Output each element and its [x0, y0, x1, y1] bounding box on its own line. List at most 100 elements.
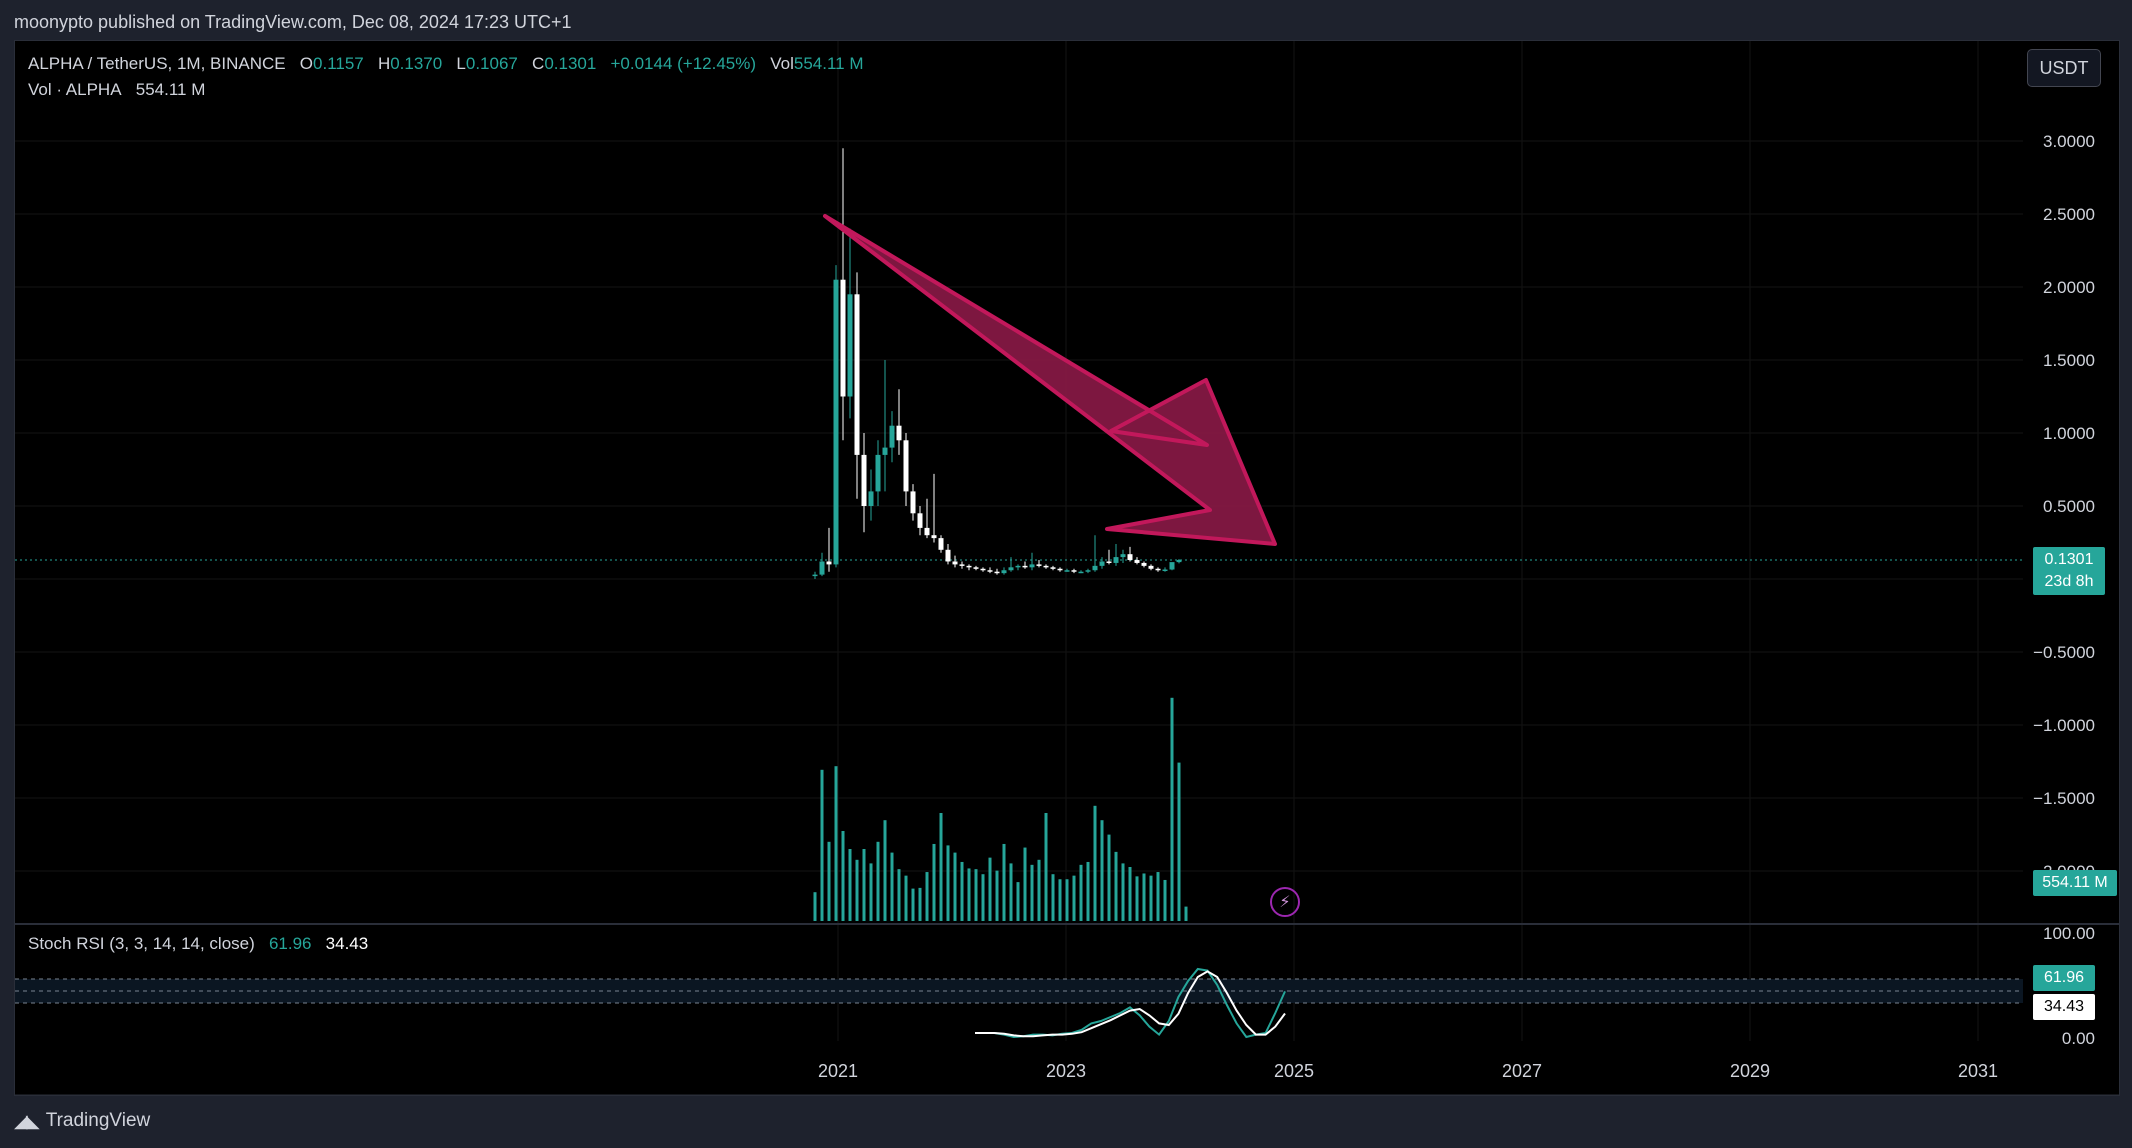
stoch-name: Stoch RSI (3, 3, 14, 14, close) — [28, 934, 255, 953]
open-value: 0.1157 — [313, 54, 364, 73]
volume-bar — [1044, 813, 1048, 921]
volume-bar — [1142, 873, 1146, 921]
candle-body — [1064, 570, 1070, 572]
candle-body — [882, 447, 888, 455]
volume-bar — [1100, 820, 1104, 921]
candle-body — [1120, 554, 1126, 558]
publisher-line: moonypto published on TradingView.com, D… — [14, 12, 572, 32]
volume-bar — [939, 813, 943, 921]
volume-bar — [1128, 867, 1132, 921]
candle-body — [987, 570, 993, 572]
volume-bar — [841, 831, 845, 921]
last-price-tag: 0.1301 23d 8h — [2033, 547, 2105, 595]
volume-bar — [1177, 762, 1181, 921]
candle-body — [819, 561, 825, 575]
candle-body — [1057, 568, 1063, 571]
volume-bar — [1030, 864, 1034, 921]
volume-bar — [946, 845, 950, 921]
candle-body — [868, 491, 874, 506]
candle-body — [889, 425, 895, 448]
volume-bar — [834, 766, 838, 921]
candle-body — [1015, 565, 1021, 568]
volume-bar — [1009, 863, 1013, 921]
volume-bar — [1016, 882, 1020, 921]
candle-body — [924, 527, 930, 536]
price-tick-label: 3.0000 — [2043, 132, 2095, 151]
volume-bar — [1149, 875, 1153, 921]
candle-body — [1148, 565, 1154, 569]
footer-brand[interactable]: ◢◣ TradingView — [14, 1110, 150, 1132]
stoch-k-tag: 61.96 — [2033, 965, 2095, 991]
candle-body — [994, 571, 1000, 574]
volume-bar — [855, 859, 859, 921]
price-tick-label: 1.0000 — [2043, 424, 2095, 443]
volume-bar — [890, 852, 894, 921]
candle-body — [903, 440, 909, 492]
volume-bar — [813, 892, 817, 921]
candle-body — [1169, 562, 1175, 570]
candle-body — [854, 294, 860, 455]
lightning-icon[interactable]: ⚡ — [1270, 887, 1300, 917]
volume-bar — [1121, 863, 1125, 921]
candle-body — [1162, 569, 1168, 572]
candle-body — [966, 565, 972, 568]
time-tick-label: 2021 — [818, 1061, 858, 1081]
volume-bar — [848, 849, 852, 921]
volume-bar — [918, 887, 922, 921]
volume-bar — [981, 874, 985, 921]
time-tick-label: 2031 — [1958, 1061, 1998, 1081]
volume-bar — [876, 841, 880, 921]
volume-bar — [883, 820, 887, 921]
volume-bar — [1156, 872, 1160, 921]
candle-body — [1008, 567, 1014, 571]
candle-body — [1092, 565, 1098, 571]
volume-bar — [967, 868, 971, 921]
chart-canvas[interactable]: 3.0000 2.5000 2.0000 1.5000 1.0000 0.5000 −0.5… — [15, 41, 2119, 1095]
volume-bar — [911, 888, 915, 921]
candle-body — [1113, 557, 1119, 563]
open-label: O — [299, 54, 314, 73]
chart-frame[interactable]: 3.0000 2.5000 2.0000 1.5000 1.0000 0.5000 −0.5… — [14, 40, 2120, 1096]
candle-body — [980, 568, 986, 571]
volume-bar — [1051, 874, 1055, 921]
time-tick-label: 2025 — [1274, 1061, 1314, 1081]
price-tick-label: −1.0000 — [2033, 716, 2095, 735]
candle-body — [896, 425, 902, 441]
vol-label: Vol — [770, 54, 794, 73]
volume-bar — [932, 843, 936, 921]
volume-bar — [953, 852, 957, 921]
candle-body — [1043, 565, 1049, 568]
volume-bar — [904, 875, 908, 921]
price-tick-label: 0.5000 — [2043, 497, 2095, 516]
symbol-name[interactable]: ALPHA / TetherUS, 1M, BINANCE — [28, 54, 286, 73]
volume-bar — [1065, 879, 1069, 921]
footer-brand-name: TradingView — [45, 1110, 151, 1131]
candle-body — [1029, 564, 1035, 568]
volume-bar — [897, 869, 901, 921]
candle-body — [945, 549, 951, 562]
volume-bar — [1170, 697, 1174, 921]
vol-value: 554.11 M — [793, 54, 864, 73]
volume-bar — [1079, 864, 1083, 921]
tradingview-logo-icon: ◢◣ — [14, 1110, 40, 1131]
candle-body — [1141, 562, 1147, 566]
volume-legend[interactable]: Vol · ALPHA 554.11 M — [28, 80, 205, 100]
volume-bar — [1114, 851, 1118, 921]
stoch-d-value: 34.43 — [325, 934, 369, 953]
price-tick-label: 2.0000 — [2043, 278, 2095, 297]
candle-body — [1036, 564, 1042, 566]
candle-body — [910, 491, 916, 514]
volume-bar — [827, 841, 831, 921]
price-tick-label: 1.5000 — [2043, 351, 2095, 370]
stoch-legend[interactable]: Stoch RSI (3, 3, 14, 14, close) 61.96 34… — [28, 934, 368, 954]
high-value: 0.1370 — [390, 54, 443, 73]
volume-bar — [1072, 875, 1076, 921]
stoch-tick-label: 100.00 — [2043, 924, 2095, 943]
volume-bar — [1058, 879, 1062, 921]
symbol-legend: ALPHA / TetherUS, 1M, BINANCE O0.1157 H0… — [28, 54, 863, 74]
stoch-d-line — [975, 970, 1286, 1038]
candle-body — [973, 567, 979, 569]
currency-button[interactable]: USDT — [2027, 49, 2101, 87]
volume-bar — [988, 857, 992, 921]
low-value: 0.1067 — [465, 54, 518, 73]
